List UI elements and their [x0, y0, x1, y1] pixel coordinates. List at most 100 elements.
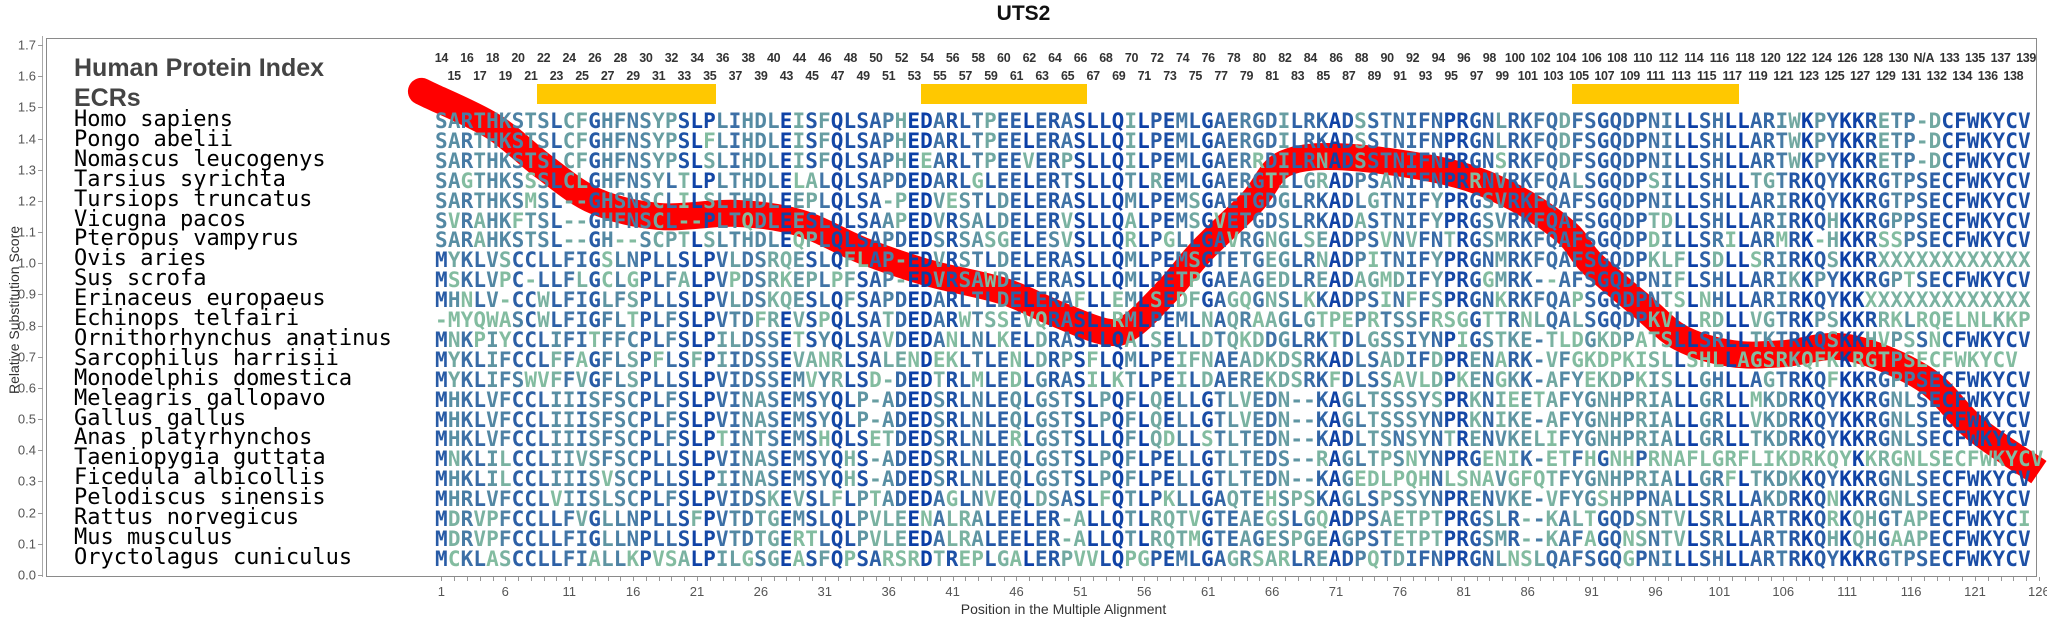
- residue: S: [754, 268, 767, 293]
- residue: E: [1341, 308, 1355, 332]
- residue: T: [1775, 327, 1789, 352]
- residue: L: [983, 347, 997, 372]
- residue: F: [1418, 248, 1431, 273]
- residue: T: [1545, 327, 1559, 352]
- residue: M: [1494, 268, 1508, 293]
- residue: -: [562, 228, 576, 253]
- residue: P: [1328, 308, 1342, 332]
- residue: L: [690, 467, 704, 492]
- human-index-number: 16: [460, 51, 474, 65]
- x-tick-mark: [1604, 577, 1606, 581]
- residue: S: [1392, 387, 1406, 412]
- y-tick-mark: [38, 45, 43, 46]
- residue: P: [703, 327, 716, 352]
- residue: G: [1583, 407, 1597, 432]
- residue: E: [1481, 447, 1495, 472]
- residue: R: [1711, 327, 1725, 352]
- residue: C: [1954, 447, 1967, 472]
- residue: L: [664, 168, 678, 193]
- residue: T: [473, 168, 486, 193]
- residue: M: [435, 288, 448, 313]
- residue: G: [588, 128, 601, 153]
- residue: D: [754, 228, 767, 253]
- residue: N: [1392, 148, 1406, 173]
- residue: S: [1405, 308, 1418, 332]
- residue: P: [830, 268, 844, 293]
- human-index-number: 32: [664, 51, 679, 65]
- residue: V: [1379, 228, 1393, 253]
- residue: S: [1303, 487, 1316, 512]
- residue: F: [1954, 407, 1967, 432]
- residue: L: [652, 507, 665, 531]
- residue: K: [1852, 387, 1865, 412]
- residue: V: [1060, 208, 1074, 233]
- residue: K: [1979, 526, 1993, 551]
- residue: G: [1877, 168, 1891, 193]
- residue: L: [1098, 288, 1112, 313]
- residue: P: [664, 109, 678, 133]
- residue: A: [588, 546, 601, 571]
- residue: G: [1507, 467, 1521, 492]
- residue: I: [1405, 268, 1418, 293]
- residue: P: [1354, 526, 1367, 551]
- residue: Q: [1111, 427, 1125, 452]
- residue: K: [1520, 128, 1533, 153]
- residue: Q: [1928, 308, 1942, 332]
- residue: A: [447, 109, 461, 133]
- residue: L: [843, 407, 857, 432]
- residue: P: [1149, 447, 1163, 472]
- x-tick-mark: [837, 577, 839, 581]
- x-tick-mark: [607, 577, 609, 581]
- residue: A: [1558, 526, 1572, 551]
- x-tick-mark: [1783, 577, 1785, 581]
- residue: R: [1507, 526, 1521, 551]
- residue: G: [588, 308, 601, 332]
- residue: R: [1149, 168, 1163, 193]
- residue: D: [996, 248, 1010, 273]
- residue: K: [1800, 467, 1814, 492]
- residue: L: [1137, 387, 1150, 412]
- residue: W: [1966, 327, 1980, 352]
- residue: A: [932, 507, 946, 531]
- residue: T: [1239, 208, 1252, 233]
- residue: K: [1979, 188, 1993, 213]
- residue: G: [1698, 467, 1712, 492]
- residue: E: [1941, 308, 1955, 332]
- x-tick-mark: [645, 577, 647, 581]
- residue: L: [1098, 367, 1112, 392]
- residue: Q: [792, 228, 806, 253]
- residue: L: [1086, 487, 1099, 512]
- residue: S: [805, 208, 818, 233]
- residue: F: [1418, 347, 1431, 372]
- residue: S: [1826, 327, 1840, 352]
- residue: S: [613, 387, 627, 412]
- residue: G: [1596, 248, 1610, 273]
- residue: H: [1711, 288, 1725, 313]
- residue: Q: [1545, 248, 1559, 273]
- residue: R: [1864, 407, 1878, 432]
- human-index-number: 67: [1086, 69, 1101, 83]
- species-name: Oryctolagus cuniculus: [74, 544, 353, 570]
- residue: L: [1098, 427, 1112, 452]
- y-tick-label: 0.0: [17, 567, 36, 583]
- residue: S: [856, 128, 869, 153]
- residue: E: [779, 447, 793, 472]
- residue: D: [1711, 248, 1725, 273]
- residue: L: [1137, 347, 1150, 372]
- residue: K: [1520, 188, 1533, 213]
- residue: E: [996, 148, 1010, 173]
- residue: G: [766, 546, 780, 571]
- residue: L: [690, 367, 704, 392]
- x-tick-mark: [1131, 577, 1133, 581]
- human-index-number: 138: [2003, 69, 2024, 83]
- residue: N: [1469, 467, 1482, 492]
- residue: G: [1877, 526, 1891, 551]
- residue: K: [1635, 367, 1648, 392]
- residue: E: [1162, 168, 1176, 193]
- residue: P: [1635, 109, 1648, 133]
- residue: E: [1162, 208, 1176, 233]
- residue: D: [1341, 148, 1355, 173]
- residue: G: [1596, 507, 1610, 531]
- residue: F: [1418, 168, 1431, 193]
- residue: P: [639, 347, 652, 372]
